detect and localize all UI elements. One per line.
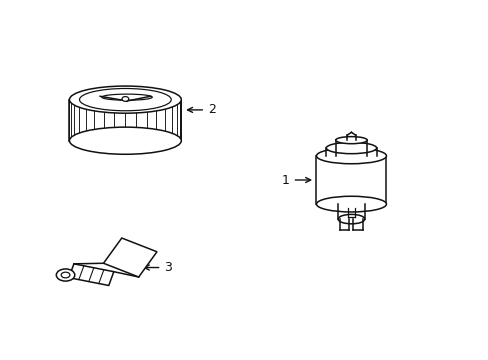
Text: 2: 2 [187, 103, 216, 116]
Ellipse shape [122, 96, 128, 101]
Ellipse shape [316, 148, 386, 164]
Text: 3: 3 [144, 261, 172, 274]
Ellipse shape [338, 215, 364, 224]
Ellipse shape [316, 196, 386, 212]
Polygon shape [103, 238, 157, 277]
Ellipse shape [335, 137, 366, 144]
Ellipse shape [69, 86, 181, 113]
Ellipse shape [56, 269, 75, 281]
Ellipse shape [69, 127, 181, 154]
Ellipse shape [325, 142, 376, 154]
Polygon shape [69, 264, 114, 285]
Text: 1: 1 [281, 174, 310, 186]
